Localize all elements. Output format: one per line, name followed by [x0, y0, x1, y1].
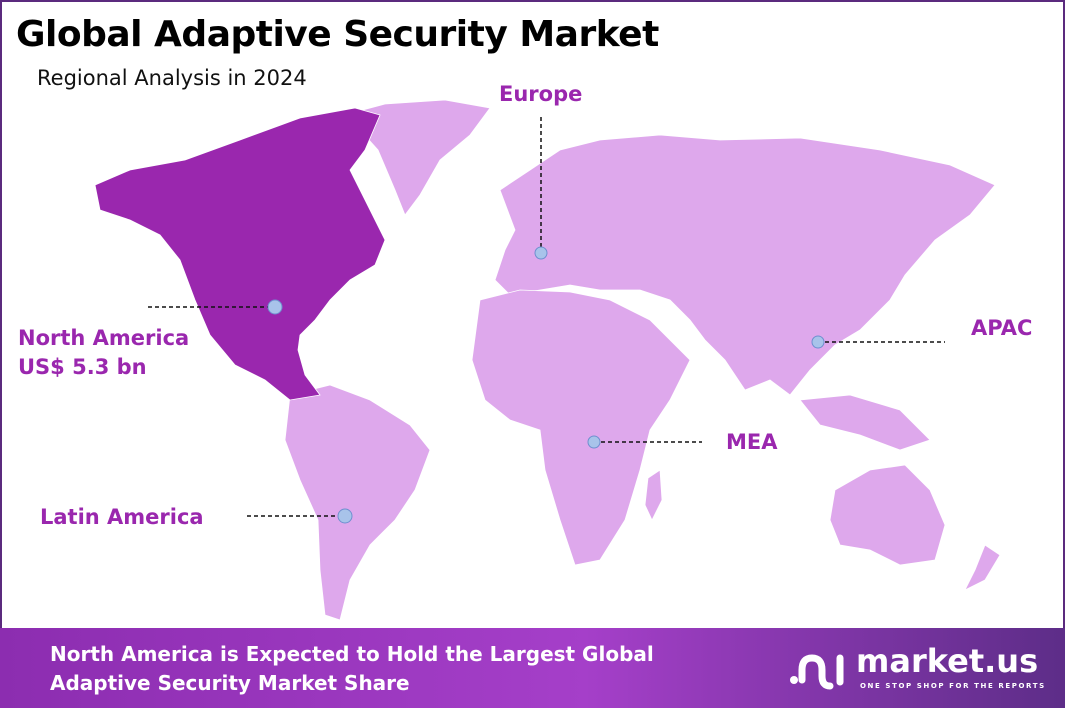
logo-wordmark: market.us	[856, 642, 1039, 680]
southeast-asia	[799, 394, 931, 451]
page-title: Global Adaptive Security Market	[16, 14, 659, 55]
footer-banner: North America is Expected to Hold the La…	[0, 628, 1065, 708]
greenland	[354, 99, 491, 216]
new-zealand	[964, 544, 1001, 591]
region-label-europe: Europe	[499, 82, 583, 106]
logo-icon	[790, 654, 844, 690]
world-map	[94, 99, 1001, 621]
latin-america-marker	[337, 508, 353, 524]
australia	[829, 464, 946, 566]
market-us-logo: market.us ONE STOP SHOP FOR THE REPORTS	[790, 642, 1050, 696]
footer-text: North America is Expected to Hold the La…	[50, 640, 654, 698]
latin-america	[284, 384, 431, 621]
region-label-latin-america: Latin America	[40, 505, 204, 529]
europe-asia	[494, 134, 996, 396]
footer-line-1: North America is Expected to Hold the La…	[50, 642, 654, 666]
madagascar	[644, 469, 663, 521]
north-america-marker	[267, 299, 283, 315]
mea-marker	[587, 435, 601, 449]
region-name: North America	[18, 326, 190, 350]
region-value: US$ 5.3 bn	[18, 355, 147, 379]
region-label-mea: MEA	[726, 430, 778, 454]
footer-line-2: Adaptive Security Market Share	[50, 671, 410, 695]
page-subtitle: Regional Analysis in 2024	[37, 66, 307, 90]
region-label-apac: APAC	[971, 316, 1033, 340]
north-america	[94, 107, 386, 401]
europe-marker	[534, 246, 548, 260]
apac-marker	[811, 335, 825, 349]
logo-tagline: ONE STOP SHOP FOR THE REPORTS	[860, 682, 1046, 690]
africa	[471, 289, 691, 566]
region-label-north-america: North America US$ 5.3 bn	[18, 324, 189, 382]
